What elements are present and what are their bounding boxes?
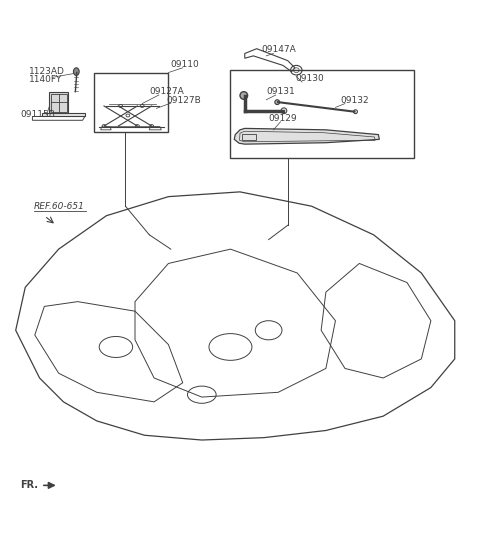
Ellipse shape [275, 100, 280, 104]
Polygon shape [49, 92, 68, 113]
Text: 1140FY: 1140FY [29, 75, 62, 84]
Text: REF.60-651: REF.60-651 [34, 202, 84, 211]
Ellipse shape [240, 92, 248, 99]
Bar [230, 70, 414, 158]
Text: 09110: 09110 [171, 60, 200, 69]
Text: 09131: 09131 [266, 87, 295, 97]
Text: 09132: 09132 [340, 96, 369, 105]
Text: 09115B: 09115B [21, 110, 55, 119]
Polygon shape [234, 128, 379, 144]
Bar [50, 93, 67, 112]
Text: 09147A: 09147A [262, 45, 296, 55]
Ellipse shape [126, 114, 130, 117]
Ellipse shape [119, 104, 122, 108]
Text: 09127A: 09127A [149, 87, 184, 97]
Ellipse shape [135, 124, 139, 127]
Text: 09130: 09130 [295, 74, 324, 83]
Text: 09129: 09129 [269, 114, 297, 123]
Text: FR.: FR. [21, 480, 38, 490]
Text: 1123AD: 1123AD [29, 67, 65, 76]
Ellipse shape [150, 124, 154, 127]
Bar [242, 134, 256, 140]
Text: 09127B: 09127B [166, 96, 201, 105]
Ellipse shape [102, 124, 106, 127]
Bar [95, 73, 168, 132]
Ellipse shape [140, 104, 144, 108]
Ellipse shape [73, 68, 79, 75]
Polygon shape [42, 113, 85, 116]
